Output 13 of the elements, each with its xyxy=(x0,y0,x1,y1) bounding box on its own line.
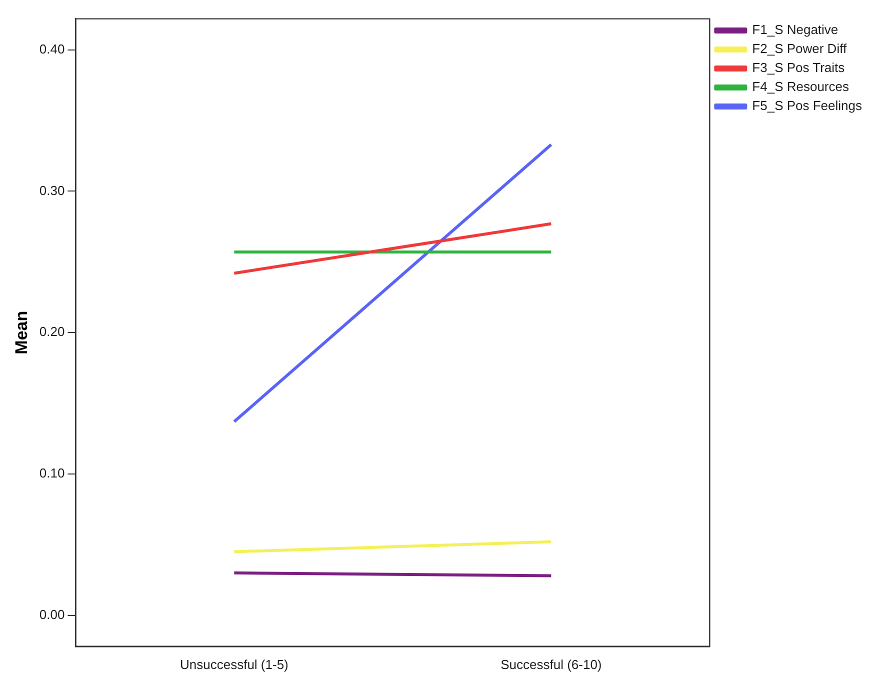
legend-label: F4_S Resources xyxy=(752,79,850,94)
legend-label: F3_S Pos Traits xyxy=(752,60,846,76)
y-tick-label: 0.20 xyxy=(39,324,65,340)
legend-label: F2_S Power Diff xyxy=(752,41,847,56)
legend-label: F1_S Negative xyxy=(752,22,838,38)
x-tick-label: Unsuccessful (1-5) xyxy=(180,656,288,672)
y-tick-label: 0.10 xyxy=(39,466,65,481)
x-tick-label: Successful (6-10) xyxy=(500,656,602,672)
y-tick-label: 0.30 xyxy=(39,182,65,198)
y-axis-title: Mean xyxy=(12,310,31,354)
y-tick-label: 0.40 xyxy=(39,41,65,56)
legend-label: F5_S Pos Feelings xyxy=(752,98,862,114)
y-tick-label: 0.00 xyxy=(39,606,65,622)
